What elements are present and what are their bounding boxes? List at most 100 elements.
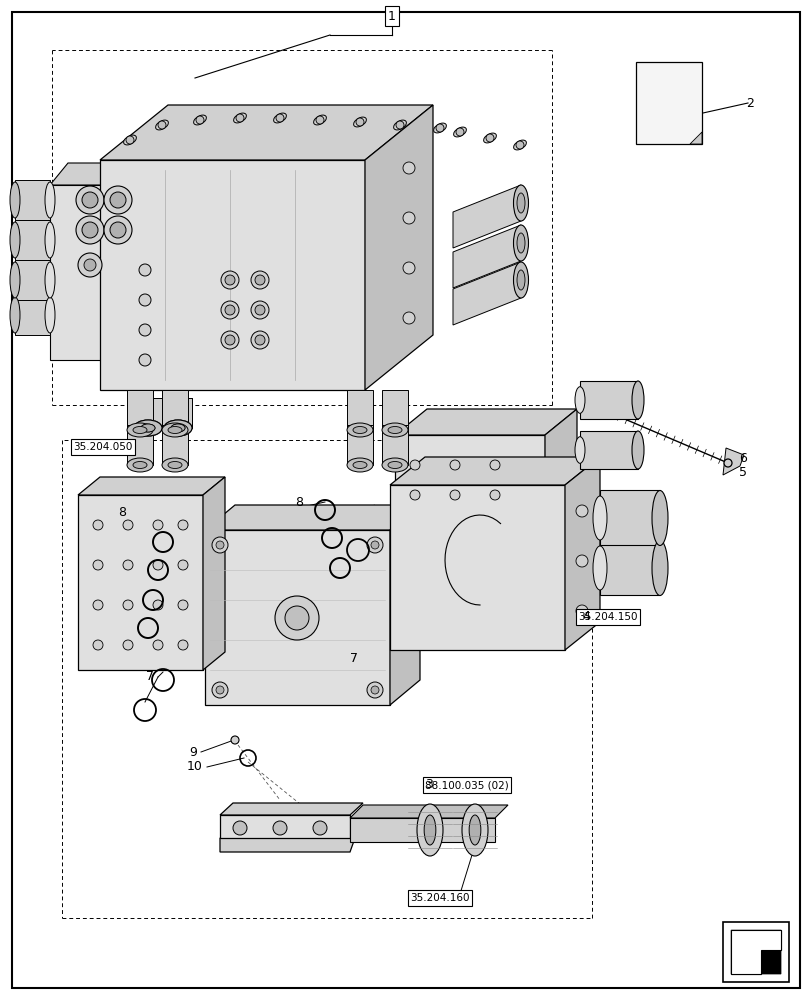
Bar: [579, 431, 637, 469]
Ellipse shape: [592, 546, 607, 590]
Circle shape: [402, 262, 414, 274]
Circle shape: [410, 490, 419, 500]
Ellipse shape: [346, 458, 372, 472]
Circle shape: [212, 682, 228, 698]
Ellipse shape: [381, 423, 407, 437]
Polygon shape: [730, 930, 780, 974]
Ellipse shape: [45, 222, 55, 258]
Circle shape: [371, 686, 379, 694]
Circle shape: [489, 460, 500, 470]
Circle shape: [139, 264, 151, 276]
Ellipse shape: [171, 424, 185, 432]
Polygon shape: [15, 220, 50, 260]
Polygon shape: [453, 225, 521, 288]
Circle shape: [84, 259, 96, 271]
Circle shape: [236, 114, 243, 122]
Polygon shape: [100, 105, 432, 160]
Circle shape: [225, 275, 234, 285]
Ellipse shape: [353, 117, 366, 127]
Polygon shape: [164, 398, 191, 428]
Polygon shape: [346, 425, 372, 465]
Circle shape: [276, 114, 284, 122]
Circle shape: [93, 520, 103, 530]
Polygon shape: [389, 505, 419, 705]
Ellipse shape: [513, 185, 528, 221]
Ellipse shape: [517, 233, 525, 253]
Polygon shape: [164, 398, 191, 428]
Polygon shape: [599, 490, 659, 545]
Circle shape: [139, 294, 151, 306]
Polygon shape: [100, 160, 365, 390]
Bar: [579, 381, 637, 419]
Circle shape: [515, 141, 523, 149]
Circle shape: [410, 460, 419, 470]
Polygon shape: [127, 425, 152, 465]
Polygon shape: [730, 930, 780, 974]
Polygon shape: [394, 409, 577, 435]
Polygon shape: [381, 390, 407, 430]
Ellipse shape: [353, 462, 367, 468]
Ellipse shape: [651, 540, 667, 595]
Text: 4: 4: [581, 610, 590, 624]
Ellipse shape: [141, 424, 155, 432]
Circle shape: [76, 186, 104, 214]
Polygon shape: [689, 132, 702, 144]
Text: 1: 1: [388, 10, 396, 23]
Circle shape: [158, 121, 165, 129]
Ellipse shape: [234, 113, 246, 123]
Ellipse shape: [171, 424, 185, 432]
Circle shape: [402, 162, 414, 174]
Circle shape: [178, 600, 188, 610]
Circle shape: [456, 128, 463, 136]
Circle shape: [225, 335, 234, 345]
Circle shape: [575, 505, 587, 517]
Polygon shape: [346, 390, 372, 430]
Polygon shape: [220, 803, 363, 815]
Polygon shape: [15, 180, 50, 220]
Circle shape: [82, 192, 98, 208]
Circle shape: [723, 459, 731, 467]
Circle shape: [152, 640, 163, 650]
Ellipse shape: [388, 426, 401, 434]
Circle shape: [216, 541, 224, 549]
Circle shape: [109, 222, 126, 238]
Circle shape: [575, 555, 587, 567]
Ellipse shape: [168, 462, 182, 468]
Polygon shape: [394, 435, 544, 515]
Text: 88.100.035 (02): 88.100.035 (02): [425, 780, 508, 790]
Circle shape: [178, 520, 188, 530]
Circle shape: [225, 305, 234, 315]
Ellipse shape: [164, 420, 191, 436]
Circle shape: [272, 821, 286, 835]
Text: 8: 8: [118, 506, 126, 520]
Circle shape: [255, 305, 264, 315]
Ellipse shape: [45, 182, 55, 218]
Ellipse shape: [133, 462, 147, 468]
Circle shape: [122, 640, 133, 650]
Text: 8: 8: [294, 496, 303, 510]
Circle shape: [436, 124, 444, 132]
Polygon shape: [760, 950, 780, 974]
Circle shape: [449, 460, 460, 470]
Ellipse shape: [513, 225, 528, 261]
Circle shape: [255, 275, 264, 285]
Circle shape: [355, 118, 363, 126]
Ellipse shape: [469, 815, 480, 845]
Circle shape: [122, 600, 133, 610]
Polygon shape: [15, 295, 50, 335]
Text: 7: 7: [350, 652, 358, 664]
Circle shape: [216, 686, 224, 694]
Circle shape: [104, 216, 132, 244]
Circle shape: [489, 490, 500, 500]
Polygon shape: [564, 457, 599, 650]
Text: 10: 10: [187, 760, 203, 774]
Ellipse shape: [45, 297, 55, 333]
Bar: [635, 62, 702, 144]
Polygon shape: [389, 457, 599, 485]
Polygon shape: [365, 105, 432, 390]
Circle shape: [275, 596, 319, 640]
Circle shape: [449, 490, 460, 500]
Ellipse shape: [574, 437, 584, 463]
Text: 5: 5: [738, 466, 746, 480]
Text: 35.204.160: 35.204.160: [410, 893, 470, 903]
